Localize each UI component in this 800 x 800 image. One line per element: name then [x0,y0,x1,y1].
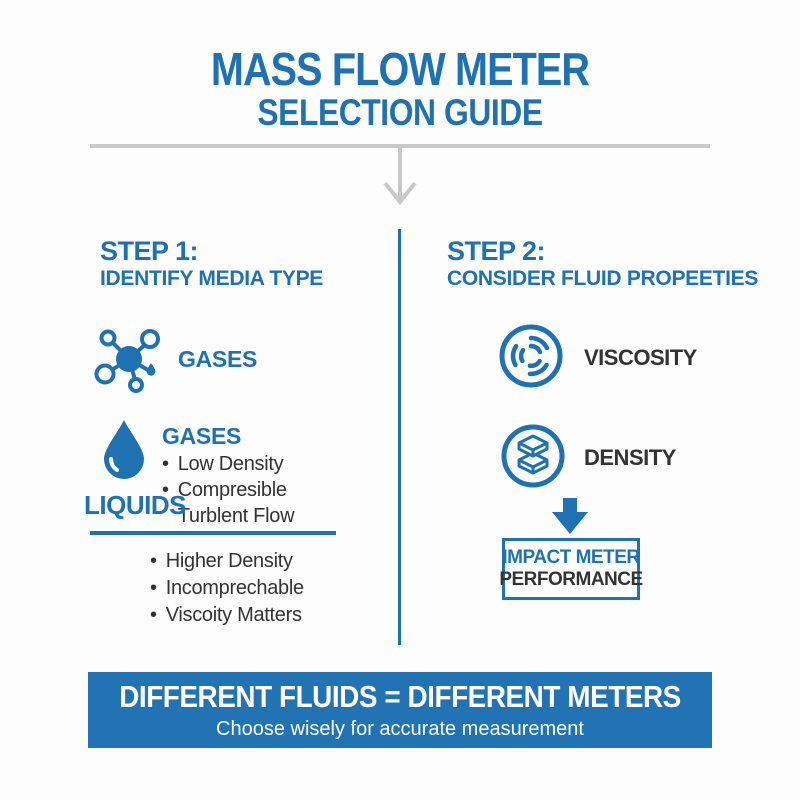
impact-down-arrow-icon [552,498,588,534]
flow-down-arrow-icon [383,146,417,206]
list-item: Viscoity Matters [150,602,304,629]
page-subtitle: SELECTION GUIDE [257,92,543,133]
list-item: Low Density [162,451,294,477]
molecule-icon [94,329,160,393]
impact-meter-box: IMPACT METER PERFORMANCE [499,538,643,600]
viscosity-label: VISCOSITY [584,345,697,370]
footer-headline: DIFFERENT FLUIDS = DIFFERENT METERS [119,679,681,714]
step1-subheading: IDENTIFY MEDIA TYPE [100,267,323,290]
gases-label: GASES [178,346,258,372]
list-item: Compresible [162,477,294,503]
density-label: DENSITY [584,445,676,470]
footer-banner: DIFFERENT FLUIDS = DIFFERENT METERS Choo… [88,672,712,748]
column-divider-line [398,229,401,645]
step2-heading: STEP 2: [447,236,546,266]
footer-tagline: Choose wisely for accurate measurement [216,718,584,740]
viscosity-swirl-icon [499,324,563,388]
liquid-properties-list: Higher Density Incomprechable Viscoity M… [150,548,304,629]
liquids-divider-line [90,531,336,535]
impact-box-line2: PERFORMANCE [499,569,643,590]
step2-subheading: CONSIDER FLUID PROPEETIES [447,267,759,290]
list-item: Turblent Flow [177,505,295,527]
list-item: Incomprechable [150,575,304,602]
page-title: MASS FLOW METER [210,43,590,95]
water-drop-icon [104,420,144,479]
step1-heading: STEP 1: [100,236,199,266]
list-item: Higher Density [150,548,304,575]
gas-properties-list: Low Density Compresible Turblent Flow [162,451,295,529]
density-cubes-icon [501,424,565,488]
gases-section-header: GASES [162,423,242,449]
liquids-label: LIQUIDS [84,490,186,520]
impact-box-line1: IMPACT METER [502,547,640,568]
